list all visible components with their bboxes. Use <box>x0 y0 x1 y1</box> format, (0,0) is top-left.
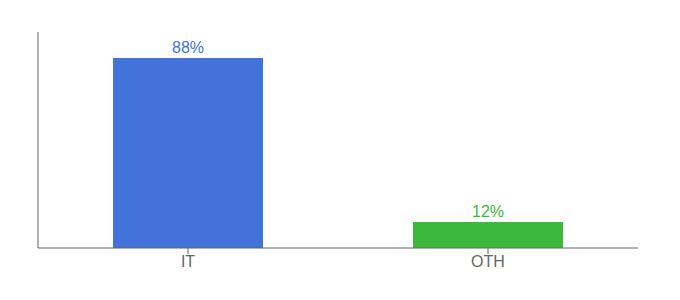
svg-text:12%: 12% <box>472 203 504 220</box>
svg-text:OTH: OTH <box>471 253 505 270</box>
svg-text:IT: IT <box>181 253 195 270</box>
svg-text:88%: 88% <box>172 39 204 56</box>
